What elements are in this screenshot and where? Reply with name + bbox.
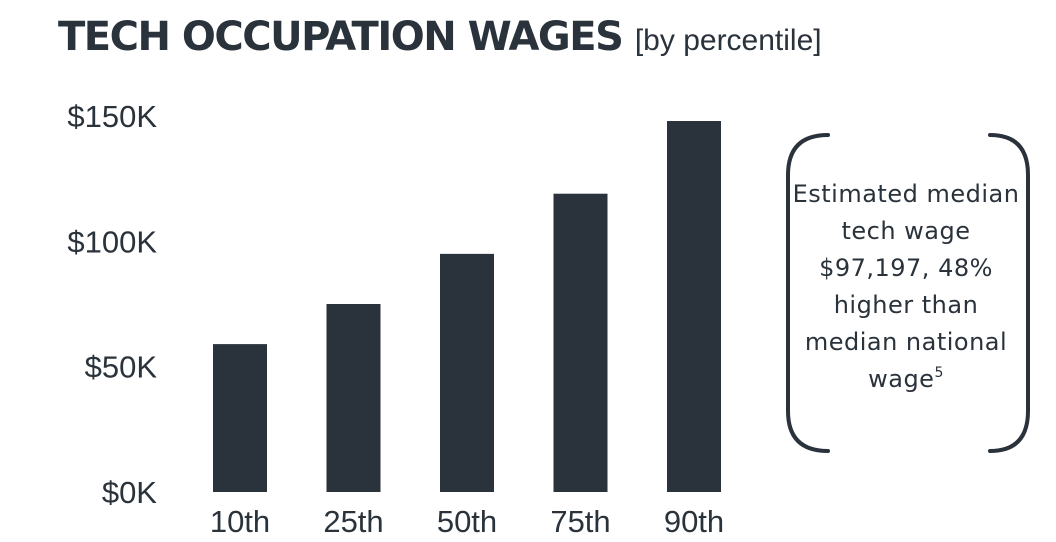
callout-footnote: 5	[934, 365, 944, 381]
y-tick-label: $0K	[102, 475, 157, 510]
bar-25th	[326, 304, 381, 492]
chart-title: TECH OCCUPATION WAGES	[58, 14, 624, 60]
callout-box: Estimated median tech wage $97,197, 48% …	[784, 132, 1032, 454]
chart-subtitle: [by percentile]	[634, 24, 822, 57]
bar-10th	[213, 344, 267, 492]
callout-body: Estimated median tech wage $97,197, 48% …	[792, 180, 1020, 393]
bar-75th	[553, 193, 608, 492]
bar-50th	[440, 253, 494, 492]
y-tick-label: $100K	[67, 224, 157, 259]
x-tick-label: 50th	[437, 504, 497, 539]
y-tick-label: $50K	[85, 350, 158, 385]
bar-90th	[667, 121, 721, 492]
x-tick-label: 90th	[664, 504, 724, 539]
x-tick-label: 75th	[550, 504, 610, 539]
y-tick-label: $150K	[67, 99, 157, 134]
x-tick-label: 10th	[210, 504, 270, 539]
callout-text: Estimated median tech wage $97,197, 48% …	[784, 176, 1028, 398]
callout-brackets	[786, 133, 1030, 453]
chart-title-row: TECH OCCUPATION WAGES [by percentile]	[58, 14, 822, 60]
x-tick-label: 25th	[323, 504, 383, 539]
